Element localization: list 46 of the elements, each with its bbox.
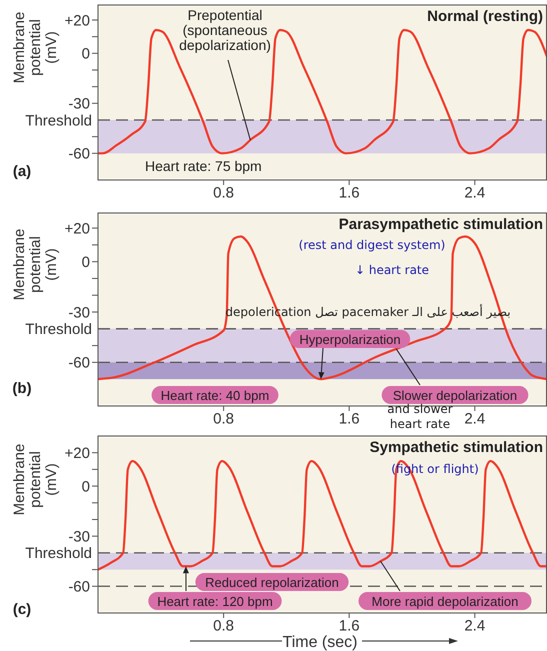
y-tick-label: -60 bbox=[68, 146, 90, 163]
y-tick-label: +20 bbox=[64, 12, 90, 30]
x-axis-title: Time (sec) bbox=[282, 634, 358, 651]
annotation: More rapid depolarization bbox=[372, 594, 518, 609]
text: (c) bbox=[12, 601, 32, 618]
annotation: Prepotential (spontaneous depolarization) bbox=[179, 7, 271, 53]
ref-line-label: Threshold bbox=[25, 321, 92, 338]
x-tick-label: 0.8 bbox=[213, 410, 234, 428]
chart-title: Normal (resting) bbox=[427, 8, 543, 25]
x-tick-label: 2.4 bbox=[464, 618, 486, 635]
ref-line-label: Threshold bbox=[25, 545, 92, 562]
chart-title: Parasympathetic stimulation bbox=[338, 216, 543, 233]
annotation: (rest and digest system) bbox=[298, 238, 446, 252]
y-tick-label: 0 bbox=[82, 46, 90, 63]
x-tick-label: 2.4 bbox=[464, 184, 486, 202]
y-tick-label: +20 bbox=[64, 220, 90, 238]
x-tick-label: 0.8 bbox=[213, 184, 234, 202]
annotation: Hyperpolarization bbox=[299, 332, 401, 347]
text: (a) bbox=[12, 163, 32, 180]
y-axis-title: Membrane potential (mV) bbox=[11, 228, 60, 300]
x-tick-label: 0.8 bbox=[213, 618, 234, 635]
chart-title: Sympathetic stimulation bbox=[370, 439, 543, 456]
y-tick-label: -30 bbox=[68, 528, 90, 546]
ref-line-label: Threshold bbox=[25, 112, 92, 130]
y-tick-label: -30 bbox=[68, 304, 90, 322]
x-tick-label: 2.4 bbox=[464, 410, 486, 428]
annotation: Heart rate: 40 bpm bbox=[160, 388, 270, 403]
line-series bbox=[98, 235, 547, 380]
annotation: ↓ heart rate bbox=[354, 263, 430, 277]
text: (b) bbox=[12, 380, 32, 397]
y-tick-label: -60 bbox=[68, 354, 90, 372]
x-tick-label: 1.6 bbox=[338, 184, 360, 202]
annotation: Slower depolarization bbox=[392, 388, 518, 403]
x-tick-label: 1.6 bbox=[338, 618, 360, 635]
y-axis-title: Membrane potential (mV) bbox=[11, 12, 60, 84]
y-tick-label: -60 bbox=[68, 578, 90, 596]
annotation: Heart rate: 75 bpm bbox=[145, 158, 262, 174]
y-tick-label: -30 bbox=[68, 96, 90, 113]
annotation: Heart rate: 120 bpm bbox=[157, 594, 273, 609]
annotation: Reduced repolarization bbox=[205, 575, 339, 590]
annotation: and slower heart rate bbox=[387, 402, 453, 431]
y-tick-label: 0 bbox=[82, 478, 90, 496]
x-tick-label: 1.6 bbox=[338, 410, 360, 428]
y-tick-label: 0 bbox=[82, 254, 90, 271]
y-tick-label: +20 bbox=[64, 445, 90, 462]
y-axis-title: Membrane potential (mV) bbox=[11, 444, 60, 516]
